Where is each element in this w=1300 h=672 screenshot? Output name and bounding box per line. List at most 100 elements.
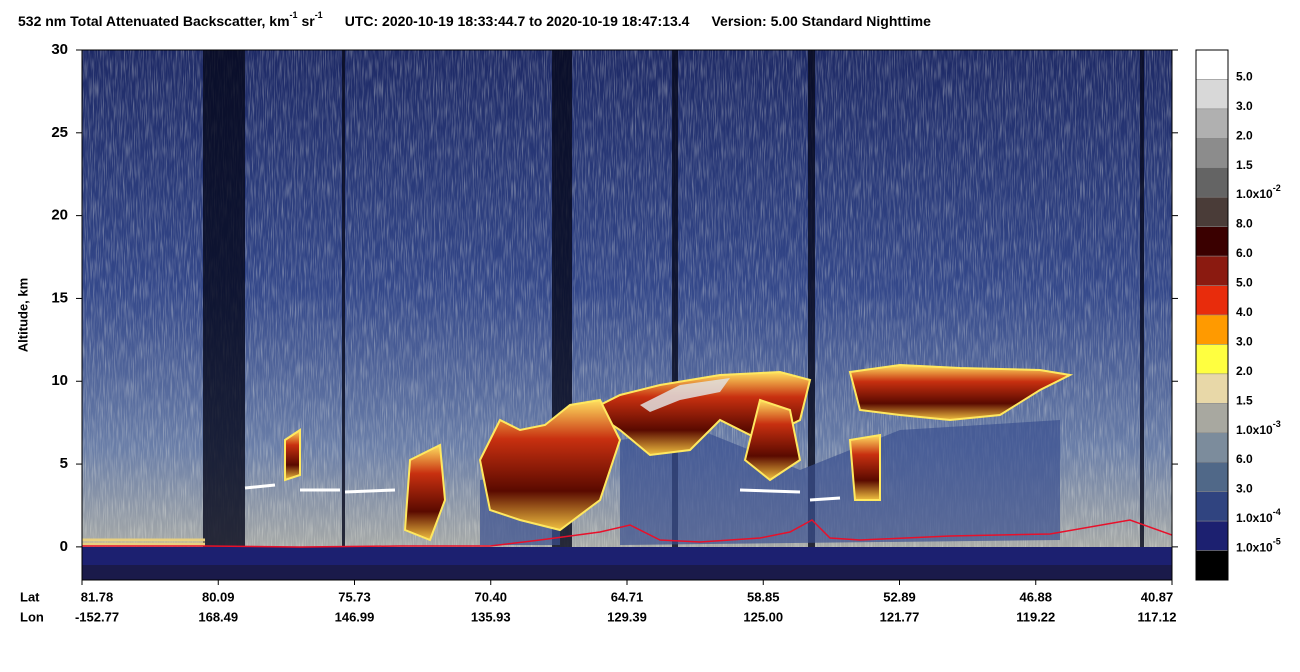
colorbar-label-sup: -2 [1273, 184, 1281, 194]
dense-cloud [640, 378, 730, 412]
cloud-tops [244, 483, 841, 502]
curtain [82, 50, 1172, 580]
colorbar-label: 6.0 [1236, 452, 1253, 466]
title-sup: -1 [290, 10, 298, 20]
colorbar-swatch [1195, 314, 1229, 345]
colorbar-label-sup: -3 [1273, 419, 1281, 429]
colorbar-label: 3.0 [1236, 335, 1253, 349]
colorbar-swatch [1195, 138, 1229, 169]
title-sup: -1 [315, 10, 323, 20]
title-utc: UTC: 2020-10-19 18:33:44.7 to 2020-10-19… [345, 13, 690, 29]
title-text: 532 nm Total Attenuated Backscatter, km [18, 13, 290, 29]
colorbar-swatch [1195, 550, 1229, 581]
x-row-name: Lat [20, 589, 40, 604]
colorbar-label: 1.0x10-4 [1236, 507, 1281, 525]
colorbar-label: 5.0 [1236, 276, 1253, 290]
x-tick-label: 146.99 [335, 609, 375, 624]
colorbar-label-text: 4.0 [1236, 305, 1253, 319]
colorbar-label: 2.0 [1236, 364, 1253, 378]
colorbar-label-text: 6.0 [1236, 452, 1253, 466]
ground-deep [82, 565, 1172, 580]
colorbar-label-text: 3.0 [1236, 482, 1253, 496]
colorbar-label-text: 3.0 [1236, 99, 1253, 113]
x-tick-label: 168.49 [198, 609, 238, 624]
colorbar-label: 1.0x10-2 [1236, 184, 1281, 202]
colorbar-swatch [1195, 196, 1229, 227]
x-tick-label: 135.93 [471, 609, 511, 624]
colorbar-swatch [1195, 255, 1229, 286]
x-tick-label: 46.88 [1019, 589, 1052, 604]
colorbar-label-text: 1.0x10 [1236, 541, 1273, 555]
colorbar-label-text: 5.0 [1236, 70, 1253, 84]
y-tick-label: 30 [51, 41, 68, 58]
x-tick-label: 121.77 [880, 609, 920, 624]
y-tick-label: 5 [60, 455, 68, 472]
colorbar-swatch [1195, 49, 1229, 80]
colorbar-swatch [1195, 403, 1229, 434]
x-tick-label: 64.71 [611, 589, 644, 604]
x-tick-label: 75.73 [338, 589, 371, 604]
colorbar-label-sup: -4 [1273, 507, 1281, 517]
colorbar-label-text: 5.0 [1236, 276, 1253, 290]
x-tick-label: 52.89 [883, 589, 916, 604]
title-version: Version: 5.00 Standard Nighttime [711, 13, 931, 29]
colorbar-label-text: 3.0 [1236, 335, 1253, 349]
y-axis-label: Altitude, km [15, 278, 30, 352]
colorbar-swatch [1195, 344, 1229, 375]
title-text: sr [298, 13, 316, 29]
colorbar-label: 6.0 [1236, 246, 1253, 260]
colorbar-label-text: 6.0 [1236, 246, 1253, 260]
y-tick-label: 0 [60, 538, 68, 555]
clouds [284, 363, 1074, 542]
colorbar-label-text: 2.0 [1236, 364, 1253, 378]
x-tick-label: 70.40 [474, 589, 507, 604]
colorbar-label: 3.0 [1236, 482, 1253, 496]
x-tick-label: 40.87 [1141, 589, 1174, 604]
x-tick-label: 129.39 [607, 609, 647, 624]
colorbar-label: 3.0 [1236, 99, 1253, 113]
colorbar-label-text: 1.0x10 [1236, 187, 1273, 201]
surface-line [82, 519, 1172, 548]
colorbar-swatch [1195, 167, 1229, 198]
x-row-name: Lon [20, 609, 44, 624]
y-tick-label: 15 [51, 289, 68, 306]
x-tick-label: 119.22 [1016, 609, 1055, 624]
colorbar-swatch [1195, 491, 1229, 522]
colorbar-label-text: 8.0 [1236, 217, 1253, 231]
x-tick-label: 81.78 [81, 589, 114, 604]
colorbar-label-text: 1.0x10 [1236, 511, 1273, 525]
colorbar-label-text: 1.5 [1236, 394, 1253, 408]
y-tick-label: 25 [51, 124, 68, 141]
colorbar-swatch [1195, 226, 1229, 257]
x-tick-label: 125.00 [743, 609, 783, 624]
x-tick-label: 58.85 [747, 589, 780, 604]
colorbar-label: 8.0 [1236, 217, 1253, 231]
colorbar-swatch [1195, 373, 1229, 404]
colorbar-label-text: 1.0x10 [1236, 423, 1273, 437]
y-tick-label: 20 [51, 207, 68, 224]
colorbar-swatch [1195, 520, 1229, 551]
x-tick-label: -152.77 [75, 609, 119, 624]
colorbar-label-sup: -5 [1273, 537, 1281, 547]
colorbar-swatch [1195, 285, 1229, 316]
colorbar-label: 2.0 [1236, 129, 1253, 143]
colorbar-swatch [1195, 461, 1229, 492]
x-tick-label: 117.12 [1137, 609, 1176, 624]
colorbar-label: 1.5 [1236, 394, 1253, 408]
colorbar-label: 1.0x10-5 [1236, 537, 1281, 555]
colorbar-swatch [1195, 108, 1229, 139]
x-tick-label: 80.09 [202, 589, 235, 604]
colorbar-label-text: 1.5 [1236, 158, 1253, 172]
colorbar-label: 4.0 [1236, 305, 1253, 319]
surface-band [82, 538, 205, 546]
colorbar-swatch [1195, 432, 1229, 463]
chart-title: 532 nm Total Attenuated Backscatter, km-… [18, 10, 931, 28]
colorbar-label: 5.0 [1236, 70, 1253, 84]
colorbar-label-text: 2.0 [1236, 129, 1253, 143]
colorbar-frame [1195, 49, 1229, 581]
colorbar-label: 1.5 [1236, 158, 1253, 172]
colorbar-label: 1.0x10-3 [1236, 419, 1281, 437]
colorbar-swatch [1195, 79, 1229, 110]
y-tick-label: 10 [51, 372, 68, 389]
